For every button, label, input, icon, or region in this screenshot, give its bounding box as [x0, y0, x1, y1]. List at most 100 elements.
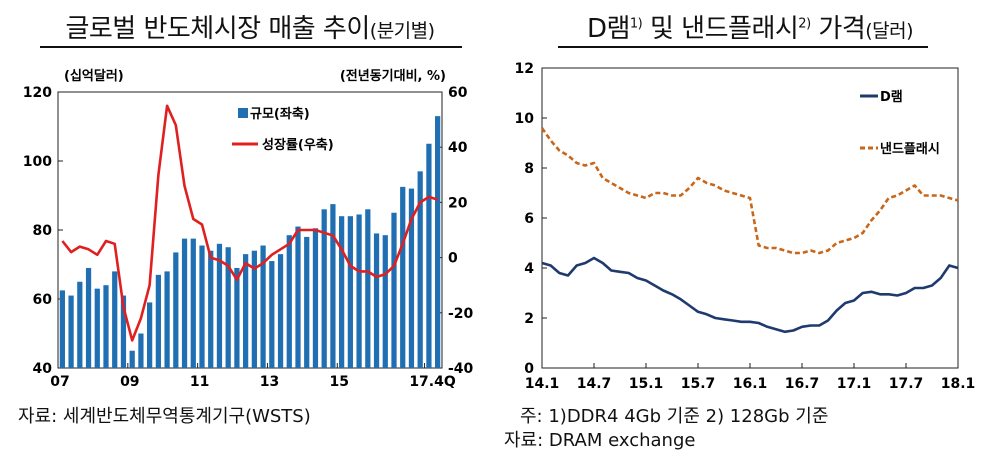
- revenue-bar: [129, 350, 135, 368]
- revenue-bar: [68, 295, 74, 368]
- revenue-bar: [216, 243, 223, 368]
- legend-line-label: 성장률(우축): [262, 137, 334, 153]
- right-y-tick-label: 0: [448, 251, 458, 267]
- left-chart-panel: 글로벌 반도체시장 매출 추이(분기별) (십억달러) (전년동기대비, %) 40…: [0, 8, 500, 427]
- left-title-sub: (분기별): [369, 20, 435, 42]
- revenue-bar: [304, 236, 310, 368]
- right-title-sup1: 1): [629, 16, 643, 32]
- revenue-bar: [269, 261, 275, 368]
- revenue-bar: [260, 245, 266, 368]
- right-footnote: 주: 1)DDR4 4Gb 기준 2) 128Gb 기준: [520, 406, 829, 427]
- right-title-a: D램: [586, 14, 630, 44]
- date-x-tick-label: 16.1: [733, 376, 768, 392]
- left-y-tick-label: 120: [23, 85, 52, 101]
- x-tick-label: 13: [260, 374, 279, 390]
- revenue-bar: [234, 267, 240, 368]
- left-y-tick-label: 40: [33, 361, 53, 377]
- revenue-bar: [243, 254, 249, 368]
- revenue-bar: [181, 238, 188, 368]
- revenue-bar: [173, 252, 179, 368]
- legend-nand-label: 낸드플래시: [880, 142, 940, 157]
- left-source-note: 자료: 세계반도체무역통계기구(WSTS): [18, 406, 311, 427]
- revenue-bar: [225, 247, 231, 368]
- x-tick-label: 15: [330, 374, 349, 390]
- right-title-underline: [558, 46, 928, 48]
- left-y-tick-label: 80: [33, 223, 53, 239]
- legend-bar-swatch: [238, 108, 248, 118]
- revenue-bar: [391, 212, 397, 368]
- x-tick-label: 07: [50, 374, 69, 390]
- revenue-bar: [417, 171, 423, 368]
- left-axis-unit: (십억달러): [64, 68, 124, 84]
- revenue-bar: [138, 333, 144, 368]
- price-y-tick-label: 10: [515, 111, 535, 127]
- revenue-bar: [295, 226, 301, 368]
- date-x-tick-label: 15.7: [681, 376, 716, 392]
- right-chart-svg: 0 2 4 6 8 10 12 14.1 14.7 15.1 15.7 16.1 16.7 17.1 17.…: [515, 61, 976, 392]
- revenue-bar: [321, 209, 327, 368]
- right-chart-panel: D램1) 및 낸드플래시2) 가격(달러) 0 2 4 6 8 10 12 14.1 14.7 1…: [500, 0, 1000, 460]
- revenue-bar: [426, 143, 432, 368]
- right-chart-title: D램1) 및 낸드플래시2) 가격(달러): [500, 8, 1000, 45]
- date-x-tick-label: 15.1: [629, 376, 664, 392]
- price-y-tick-label: 12: [515, 61, 534, 77]
- price-y-tick-label: 4: [524, 261, 534, 277]
- right-y-tick-label: 40: [448, 140, 468, 156]
- revenue-bar: [120, 295, 127, 368]
- revenue-bar: [208, 250, 214, 368]
- left-y-tick-label: 60: [33, 292, 53, 308]
- x-tick-label: 09: [120, 374, 139, 390]
- left-chart-svg: (십억달러) (전년동기대비, %) 40 60 80 100 120 -40 -20 0 20 40…: [23, 68, 474, 390]
- revenue-bar: [400, 186, 406, 368]
- revenue-bar: [190, 238, 196, 368]
- right-title-c: 가격: [810, 14, 866, 44]
- revenue-bar: [382, 235, 388, 368]
- date-x-tick-label: 14.7: [577, 376, 612, 392]
- left-y-tick-label: 100: [23, 154, 52, 170]
- right-source-note: 자료: DRAM exchange: [504, 430, 696, 451]
- right-title-b: 및 낸드플래시: [642, 14, 799, 44]
- revenue-bar: [147, 302, 153, 368]
- legend-bar-label: 규모(좌축): [250, 106, 310, 122]
- revenue-bar: [312, 228, 319, 368]
- revenue-bar: [251, 250, 257, 368]
- revenue-bar: [103, 285, 109, 368]
- left-chart-title: 글로벌 반도체시장 매출 추이(분기별): [0, 8, 500, 45]
- revenue-bar: [112, 271, 118, 368]
- date-x-tick-label: 17.1: [837, 376, 872, 392]
- revenue-bar: [373, 233, 380, 368]
- revenue-bar: [94, 288, 100, 368]
- revenue-bar: [199, 245, 205, 368]
- price-y-tick-label: 6: [524, 211, 534, 227]
- revenue-bar: [155, 274, 161, 368]
- left-title-main: 글로벌 반도체시장 매출 추이: [65, 14, 370, 44]
- revenue-bar: [59, 290, 65, 368]
- growth-rate-line: [61, 104, 438, 342]
- date-x-tick-label: 14.1: [525, 376, 560, 392]
- revenue-bar: [408, 188, 415, 368]
- revenue-bar: [330, 204, 336, 368]
- date-x-tick-label: 16.7: [785, 376, 820, 392]
- revenue-bar: [356, 214, 362, 368]
- right-y-tick-label: 20: [448, 195, 468, 211]
- price-y-tick-label: 0: [524, 361, 534, 377]
- revenue-bar: [339, 216, 345, 368]
- revenue-bar: [286, 235, 292, 368]
- price-y-tick-label: 8: [524, 161, 534, 177]
- revenue-bar: [77, 281, 83, 368]
- revenue-bar: [277, 254, 284, 368]
- revenue-bar: [164, 271, 170, 368]
- revenue-bar: [435, 116, 441, 369]
- revenue-bar: [347, 216, 353, 368]
- date-x-tick-label: 18.1: [941, 376, 976, 392]
- right-y-tick-label: -20: [448, 306, 474, 322]
- right-title-sub: (달러): [865, 20, 914, 42]
- x-tick-label: 11: [190, 374, 209, 390]
- right-y-tick-label: -40: [448, 361, 474, 377]
- right-axis-unit: (전년동기대비, %): [340, 68, 446, 84]
- x-tick-label: 17.4Q: [409, 374, 456, 390]
- dram-price-line: [541, 256, 959, 334]
- revenue-bar: [85, 267, 92, 368]
- left-title-underline: [40, 46, 462, 48]
- price-y-tick-label: 2: [524, 311, 534, 327]
